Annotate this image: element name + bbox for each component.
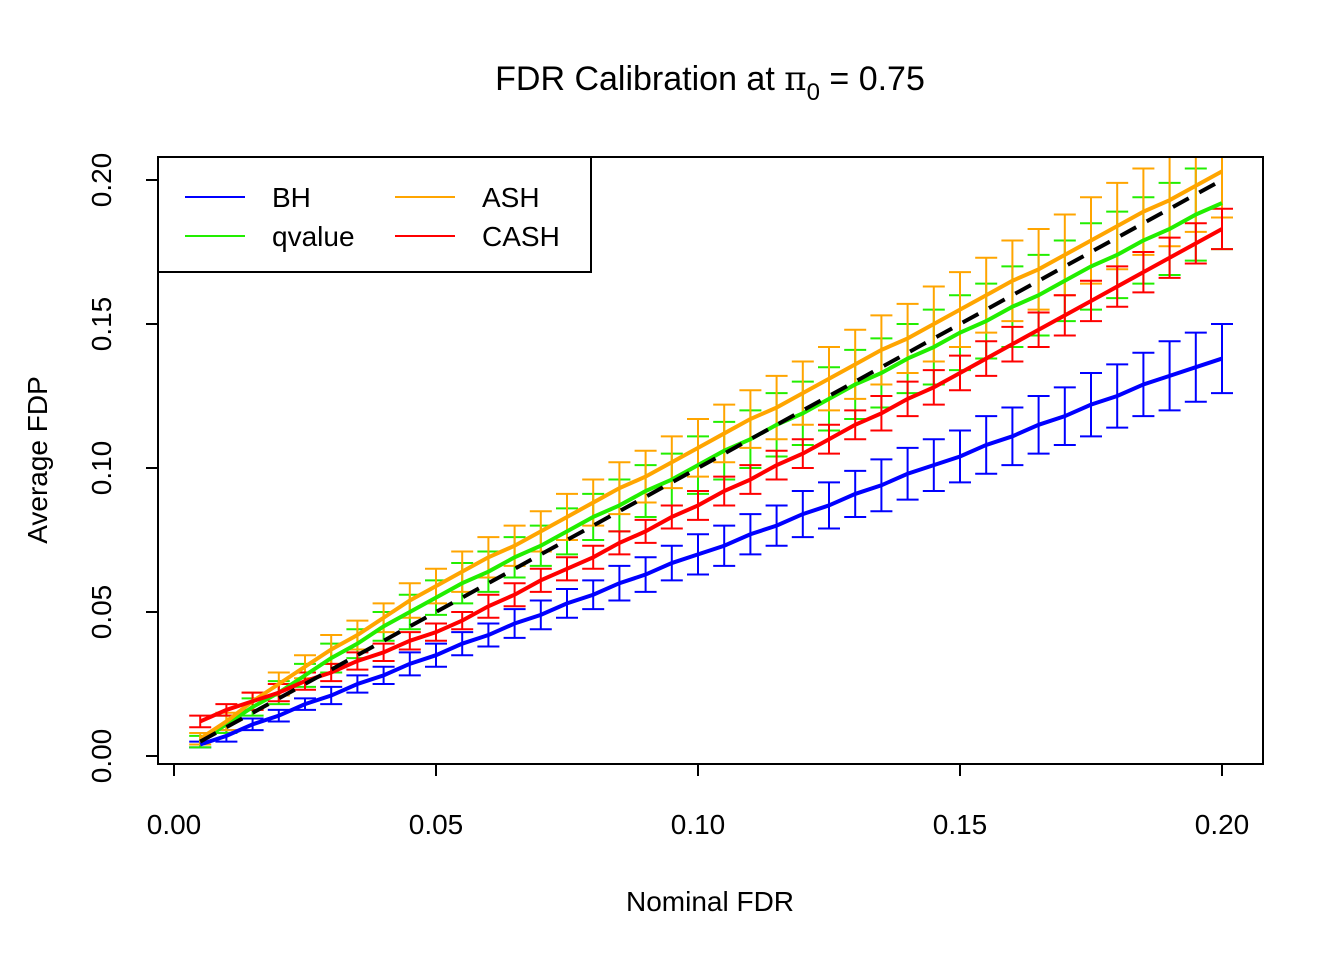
series-line-CASH (199, 227, 1223, 724)
legend-label-BH: BH (272, 182, 311, 213)
legend-label-CASH: CASH (482, 221, 560, 252)
plot-frame (157, 156, 1264, 765)
legend-label-qvalue: qvalue (272, 221, 355, 252)
series-line-BH (199, 356, 1223, 747)
y-axis-label: Average FDP (22, 376, 53, 544)
chart-title: FDR Calibration at π0 = 0.75 (495, 59, 925, 106)
reference-diagonal-line (199, 178, 1223, 744)
legend: BH qvalue ASH CASH (157, 156, 592, 273)
series-line-qvalue (199, 201, 1223, 744)
x-tick-label: 0.05 (409, 809, 464, 840)
x-tick-label: 0.10 (671, 809, 726, 840)
y-tick-label: 0.05 (86, 585, 117, 640)
x-tick-label: 0.20 (1195, 809, 1250, 840)
y-tick-label: 0.00 (86, 729, 117, 784)
legend-box (157, 156, 592, 273)
x-tick-label: 0.00 (147, 809, 202, 840)
series-line-ASH (199, 169, 1223, 741)
x-axis-label: Nominal FDR (626, 886, 794, 917)
series-BH-errorbars (189, 323, 1233, 749)
y-tick-label: 0.15 (86, 297, 117, 352)
legend-label-ASH: ASH (482, 182, 540, 213)
y-tick-label: 0.10 (86, 441, 117, 496)
y-tick-label: 0.20 (86, 153, 117, 208)
x-tick-label: 0.15 (933, 809, 988, 840)
